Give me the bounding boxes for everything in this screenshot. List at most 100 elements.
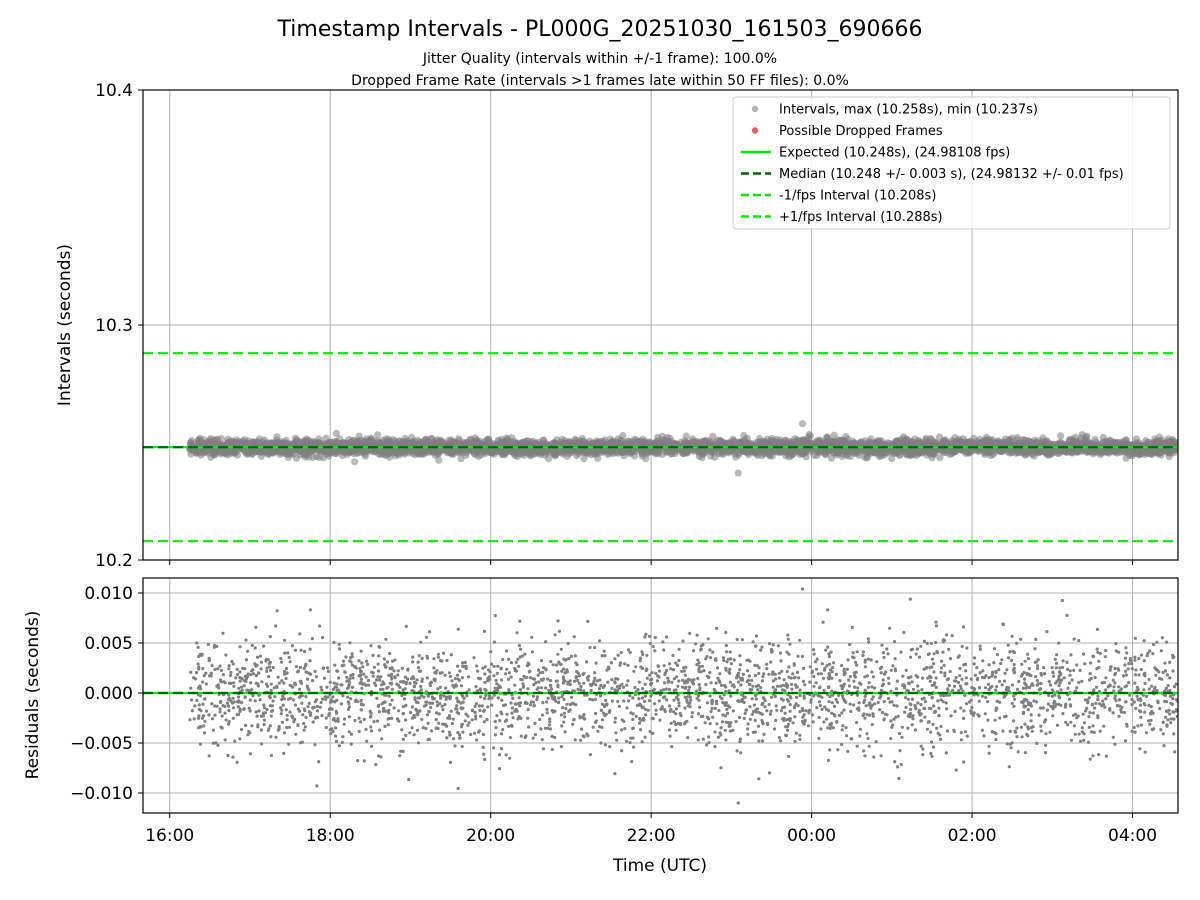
- legend-box: [732, 96, 1171, 230]
- residual-point: [483, 665, 487, 669]
- interval-point: [508, 442, 517, 450]
- residual-point: [959, 706, 963, 710]
- interval-point: [428, 447, 436, 455]
- residual-point: [715, 722, 719, 726]
- residual-point: [865, 713, 869, 717]
- residual-point: [1104, 648, 1108, 653]
- interval-point: [288, 450, 296, 458]
- residual-point: [827, 655, 832, 659]
- residual-point: [930, 695, 935, 700]
- interval-point: [638, 452, 646, 460]
- residual-point: [917, 655, 922, 659]
- residual-point: [1164, 715, 1168, 719]
- residual-point: [210, 664, 214, 668]
- residual-point: [253, 699, 257, 703]
- residual-point: [372, 665, 377, 669]
- residual-point: [871, 712, 875, 716]
- residual-point: [415, 728, 420, 732]
- interval-point: [549, 439, 557, 447]
- residual-point: [1114, 649, 1118, 653]
- interval-point: [380, 440, 388, 448]
- residual-point: [600, 725, 604, 730]
- residual-point: [798, 688, 802, 692]
- residual-point: [748, 717, 752, 721]
- interval-point: [654, 444, 662, 453]
- interval-point: [187, 439, 195, 447]
- residual-point: [646, 708, 650, 712]
- residual-point: [1005, 668, 1009, 672]
- interval-point: [929, 447, 937, 455]
- residual-point: [544, 640, 548, 644]
- residual-point: [822, 688, 826, 692]
- figure-subtitle-jitter: Jitter Quality (intervals within +/-1 fr…: [422, 51, 777, 67]
- interval-point: [224, 435, 232, 443]
- residual-point: [915, 647, 919, 651]
- residual-point: [819, 727, 823, 731]
- legend-entry-3: Median (10.248 +/- 0.003 s), (24.98132 +…: [779, 167, 1124, 182]
- residual-point: [407, 777, 411, 782]
- residual-point: [681, 685, 685, 689]
- residual-point: [1133, 655, 1137, 659]
- residual-point: [254, 710, 258, 714]
- interval-point: [1043, 450, 1051, 458]
- residual-point: [247, 706, 251, 710]
- residual-point: [416, 666, 421, 670]
- residual-point: [934, 685, 938, 690]
- residual-point: [1009, 746, 1013, 750]
- residual-point: [747, 674, 752, 678]
- residual-point: [701, 737, 705, 741]
- residual-point: [945, 633, 949, 637]
- residual-point: [239, 727, 244, 732]
- residual-point: [269, 753, 274, 758]
- residual-point: [547, 723, 552, 727]
- residual-point: [341, 735, 345, 739]
- residual-point: [265, 707, 269, 712]
- residual-point: [559, 647, 563, 651]
- residual-point: [672, 710, 676, 714]
- residual-point: [1080, 679, 1084, 684]
- residual-point: [374, 762, 378, 767]
- interval-point: [1008, 434, 1016, 442]
- residual-point: [889, 719, 893, 723]
- residual-point: [619, 728, 624, 732]
- residual-point: [1023, 751, 1027, 755]
- residual-point: [818, 685, 822, 689]
- residual-point: [738, 737, 743, 741]
- interval-point: [558, 435, 566, 443]
- interval-point: [944, 446, 953, 455]
- residual-point: [380, 683, 384, 687]
- top-ytick-label-0: 10.2: [95, 551, 133, 571]
- residual-point: [1036, 664, 1040, 668]
- residual-point: [774, 704, 778, 708]
- residual-point: [302, 728, 306, 732]
- residual-point: [689, 698, 693, 702]
- residual-point: [505, 649, 509, 653]
- residual-point: [965, 646, 969, 650]
- interval-point: [284, 440, 292, 448]
- interval-point: [810, 451, 818, 459]
- residual-point: [569, 654, 574, 659]
- interval-point: [1147, 445, 1155, 453]
- interval-point: [340, 447, 348, 455]
- residual-point: [591, 725, 595, 729]
- residual-point: [1084, 709, 1088, 713]
- residual-point: [495, 682, 499, 686]
- residual-point: [234, 676, 238, 680]
- interval-point: [332, 429, 340, 437]
- residual-point: [667, 687, 672, 692]
- interval-point: [908, 450, 917, 458]
- residual-point: [814, 667, 819, 671]
- interval-point: [1067, 446, 1075, 455]
- residual-point: [1142, 639, 1146, 643]
- residual-point: [1020, 662, 1024, 666]
- residual-point: [769, 660, 773, 664]
- residual-point: [1051, 707, 1055, 711]
- residual-point: [1132, 700, 1136, 704]
- interval-point: [374, 431, 382, 439]
- residual-point: [1143, 681, 1147, 686]
- residual-point: [420, 656, 424, 661]
- residual-point: [406, 677, 410, 681]
- interval-point: [717, 438, 725, 446]
